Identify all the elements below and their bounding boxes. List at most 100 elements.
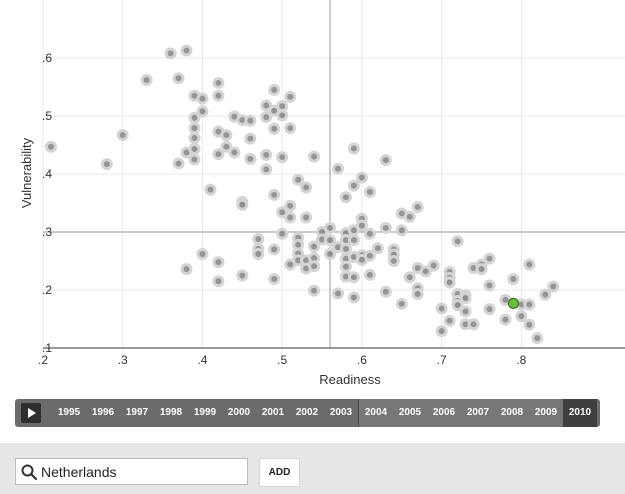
data-point[interactable]: [427, 259, 440, 272]
data-point[interactable]: [331, 287, 344, 300]
data-point[interactable]: [411, 201, 424, 214]
data-point[interactable]: [347, 142, 360, 155]
year-2005[interactable]: 2005: [393, 399, 427, 427]
data-point[interactable]: [300, 181, 313, 194]
year-1995[interactable]: 1995: [52, 399, 86, 427]
data-point[interactable]: [100, 158, 113, 171]
data-point[interactable]: [331, 162, 344, 175]
add-button[interactable]: ADD: [259, 458, 300, 487]
data-point[interactable]: [284, 199, 297, 212]
data-point[interactable]: [443, 276, 456, 289]
data-point[interactable]: [515, 310, 528, 323]
data-point[interactable]: [419, 265, 432, 278]
year-2002[interactable]: 2002: [290, 399, 324, 427]
data-point[interactable]: [308, 284, 321, 297]
data-point[interactable]: [252, 248, 265, 261]
country-search-input[interactable]: [41, 461, 241, 482]
data-point[interactable]: [395, 297, 408, 310]
data-point[interactable]: [172, 157, 185, 170]
data-point[interactable]: [244, 132, 257, 145]
data-point[interactable]: [276, 109, 289, 122]
data-point[interactable]: [363, 249, 376, 262]
data-point[interactable]: [387, 255, 400, 267]
data-point[interactable]: [276, 151, 289, 164]
data-point[interactable]: [339, 260, 352, 273]
data-point[interactable]: [212, 256, 225, 269]
data-point[interactable]: [188, 122, 201, 135]
data-point[interactable]: [475, 263, 488, 276]
data-point[interactable]: [403, 271, 416, 284]
year-2000[interactable]: 2000: [222, 399, 256, 427]
data-point[interactable]: [268, 272, 281, 285]
data-point[interactable]: [196, 105, 209, 118]
year-1997[interactable]: 1997: [120, 399, 154, 427]
data-point[interactable]: [355, 171, 368, 184]
data-point[interactable]: [220, 140, 233, 153]
year-2006[interactable]: 2006: [427, 399, 461, 427]
data-point[interactable]: [260, 163, 273, 176]
data-point[interactable]: [244, 152, 257, 165]
data-point[interactable]: [164, 47, 177, 60]
data-point[interactable]: [507, 272, 520, 285]
play-icon[interactable]: [21, 403, 41, 423]
data-point[interactable]: [499, 313, 512, 326]
year-1999[interactable]: 1999: [188, 399, 222, 427]
year-2010[interactable]: 2010: [563, 399, 597, 427]
data-point[interactable]: [395, 224, 408, 237]
data-point[interactable]: [196, 92, 209, 105]
data-point[interactable]: [172, 72, 185, 85]
data-point[interactable]: [284, 90, 297, 103]
data-point[interactable]: [435, 302, 448, 315]
data-point[interactable]: [523, 298, 536, 311]
data-point[interactable]: [260, 99, 273, 112]
year-2001[interactable]: 2001: [256, 399, 290, 427]
data-point[interactable]: [268, 243, 281, 256]
data-point[interactable]: [260, 111, 273, 124]
data-point[interactable]: [276, 100, 289, 113]
data-point[interactable]: [236, 269, 249, 282]
highlighted-point[interactable]: [507, 297, 519, 309]
data-point[interactable]: [467, 318, 480, 331]
data-point[interactable]: [260, 148, 273, 161]
data-point[interactable]: [363, 185, 376, 198]
data-point[interactable]: [116, 129, 129, 142]
data-point[interactable]: [284, 211, 297, 224]
data-point[interactable]: [324, 248, 337, 261]
data-point[interactable]: [268, 122, 281, 135]
year-2004[interactable]: 2004: [358, 399, 393, 427]
data-point[interactable]: [379, 154, 392, 167]
data-point[interactable]: [276, 227, 289, 240]
data-point[interactable]: [276, 206, 289, 219]
data-point[interactable]: [523, 318, 536, 331]
data-point[interactable]: [363, 268, 376, 281]
year-2003[interactable]: 2003: [324, 399, 358, 427]
data-point[interactable]: [379, 221, 392, 234]
data-point[interactable]: [244, 114, 257, 127]
data-point[interactable]: [140, 74, 153, 87]
data-point[interactable]: [411, 288, 424, 301]
data-point[interactable]: [523, 258, 536, 271]
data-point[interactable]: [483, 252, 496, 265]
data-point[interactable]: [196, 248, 209, 261]
data-point[interactable]: [443, 314, 456, 327]
data-point[interactable]: [347, 234, 360, 247]
data-point[interactable]: [228, 146, 241, 159]
data-point[interactable]: [531, 332, 544, 345]
data-point[interactable]: [483, 279, 496, 292]
data-point[interactable]: [355, 219, 368, 232]
data-point[interactable]: [44, 140, 57, 153]
data-point[interactable]: [252, 232, 265, 245]
data-point[interactable]: [483, 303, 496, 316]
data-point[interactable]: [212, 275, 225, 288]
data-point[interactable]: [308, 240, 321, 253]
data-point[interactable]: [363, 227, 376, 240]
data-point[interactable]: [339, 191, 352, 204]
data-point[interactable]: [188, 132, 201, 145]
data-point[interactable]: [324, 221, 337, 234]
data-point[interactable]: [212, 76, 225, 89]
data-point[interactable]: [339, 242, 352, 255]
data-point[interactable]: [459, 305, 472, 318]
year-2008[interactable]: 2008: [495, 399, 529, 427]
data-point[interactable]: [292, 173, 305, 186]
data-point[interactable]: [451, 235, 464, 248]
